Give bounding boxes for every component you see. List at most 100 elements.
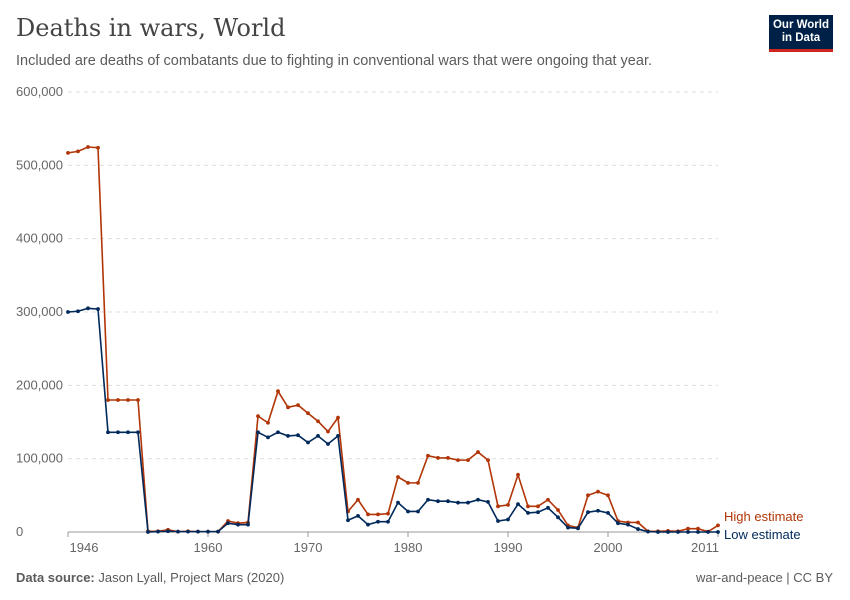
- data-point: [176, 529, 180, 534]
- data-point: [716, 530, 720, 534]
- data-point: [516, 472, 520, 477]
- y-tick-label: 600,000: [16, 84, 63, 99]
- data-point: [296, 403, 300, 408]
- data-point: [266, 435, 270, 440]
- data-point: [556, 515, 560, 520]
- x-tick-label: 1946: [70, 540, 99, 555]
- data-point: [526, 511, 530, 515]
- data-point: [86, 145, 90, 149]
- data-point: [266, 420, 270, 425]
- data-point: [636, 520, 640, 525]
- x-tick-label: 1970: [294, 540, 323, 555]
- x-tick-label: 2011: [691, 540, 719, 555]
- data-point: [436, 456, 440, 460]
- y-tick-label: 500,000: [16, 157, 63, 172]
- data-point: [696, 526, 700, 531]
- data-point: [706, 530, 710, 534]
- source-text: Jason Lyall, Project Mars (2020): [98, 570, 285, 585]
- data-point: [326, 442, 330, 446]
- data-point: [446, 499, 450, 504]
- data-point: [316, 434, 320, 438]
- data-point: [416, 480, 420, 485]
- data-point: [186, 529, 190, 534]
- data-point: [246, 522, 250, 527]
- data-point: [146, 530, 150, 534]
- data-point: [716, 523, 720, 528]
- data-point: [156, 529, 160, 534]
- data-point: [66, 310, 70, 314]
- data-point: [396, 500, 400, 505]
- data-point: [366, 522, 370, 527]
- data-point: [446, 456, 450, 460]
- data-point: [386, 519, 390, 524]
- y-tick-label: 300,000: [16, 304, 63, 319]
- data-point: [106, 430, 110, 435]
- data-point: [346, 518, 350, 523]
- x-tick-label: 1990: [494, 540, 523, 555]
- data-point: [106, 398, 110, 402]
- data-point: [396, 475, 400, 479]
- data-point: [86, 306, 90, 311]
- data-point: [466, 458, 470, 463]
- data-point: [486, 458, 490, 463]
- data-point: [336, 434, 340, 438]
- data-point: [236, 522, 240, 527]
- data-point: [366, 512, 370, 517]
- data-point: [536, 510, 540, 515]
- data-point: [466, 500, 470, 505]
- y-tick-label: 200,000: [16, 377, 63, 392]
- data-point: [76, 309, 80, 314]
- data-point: [356, 497, 360, 502]
- data-point: [596, 489, 600, 494]
- data-point: [116, 430, 120, 435]
- data-point: [416, 509, 420, 514]
- data-point: [216, 529, 220, 534]
- data-point: [626, 522, 630, 527]
- series-line-low: [67, 307, 718, 533]
- license-note: war-and-peace | CC BY: [695, 570, 833, 585]
- data-point: [306, 411, 310, 416]
- data-point: [126, 398, 130, 402]
- data-point: [406, 480, 410, 485]
- data-point: [136, 398, 140, 402]
- data-point: [676, 530, 680, 534]
- x-tick-label: 2000: [594, 540, 623, 555]
- data-point: [586, 510, 590, 515]
- data-point: [256, 430, 260, 435]
- data-point: [326, 429, 330, 434]
- data-point: [606, 493, 610, 498]
- data-point: [506, 502, 510, 507]
- data-point: [456, 458, 460, 463]
- data-point: [126, 430, 130, 435]
- data-point: [476, 450, 480, 454]
- data-point: [376, 512, 380, 517]
- data-point: [536, 504, 540, 509]
- data-point: [636, 527, 640, 531]
- data-point: [586, 493, 590, 498]
- data-point: [646, 529, 650, 534]
- x-tick-label: 1980: [394, 540, 423, 555]
- page-title: Deaths in wars, World: [16, 14, 286, 42]
- data-point: [116, 398, 120, 402]
- data-point: [496, 504, 500, 509]
- owid-logo[interactable]: Our World in Data: [769, 15, 833, 52]
- data-point: [696, 530, 700, 534]
- data-point: [386, 511, 390, 516]
- data-point: [616, 521, 620, 526]
- data-point: [196, 529, 200, 534]
- legend-label-high: High estimate: [724, 509, 803, 524]
- data-point: [286, 434, 290, 438]
- data-point: [516, 502, 520, 507]
- data-point: [556, 508, 560, 512]
- y-tick-label: 400,000: [16, 231, 63, 246]
- data-point: [286, 405, 290, 410]
- data-point: [276, 430, 280, 435]
- data-point: [206, 529, 210, 534]
- data-point: [96, 145, 100, 150]
- data-point: [66, 150, 70, 155]
- data-point: [426, 497, 430, 502]
- y-tick-label: 100,000: [16, 451, 63, 466]
- data-point: [656, 530, 660, 534]
